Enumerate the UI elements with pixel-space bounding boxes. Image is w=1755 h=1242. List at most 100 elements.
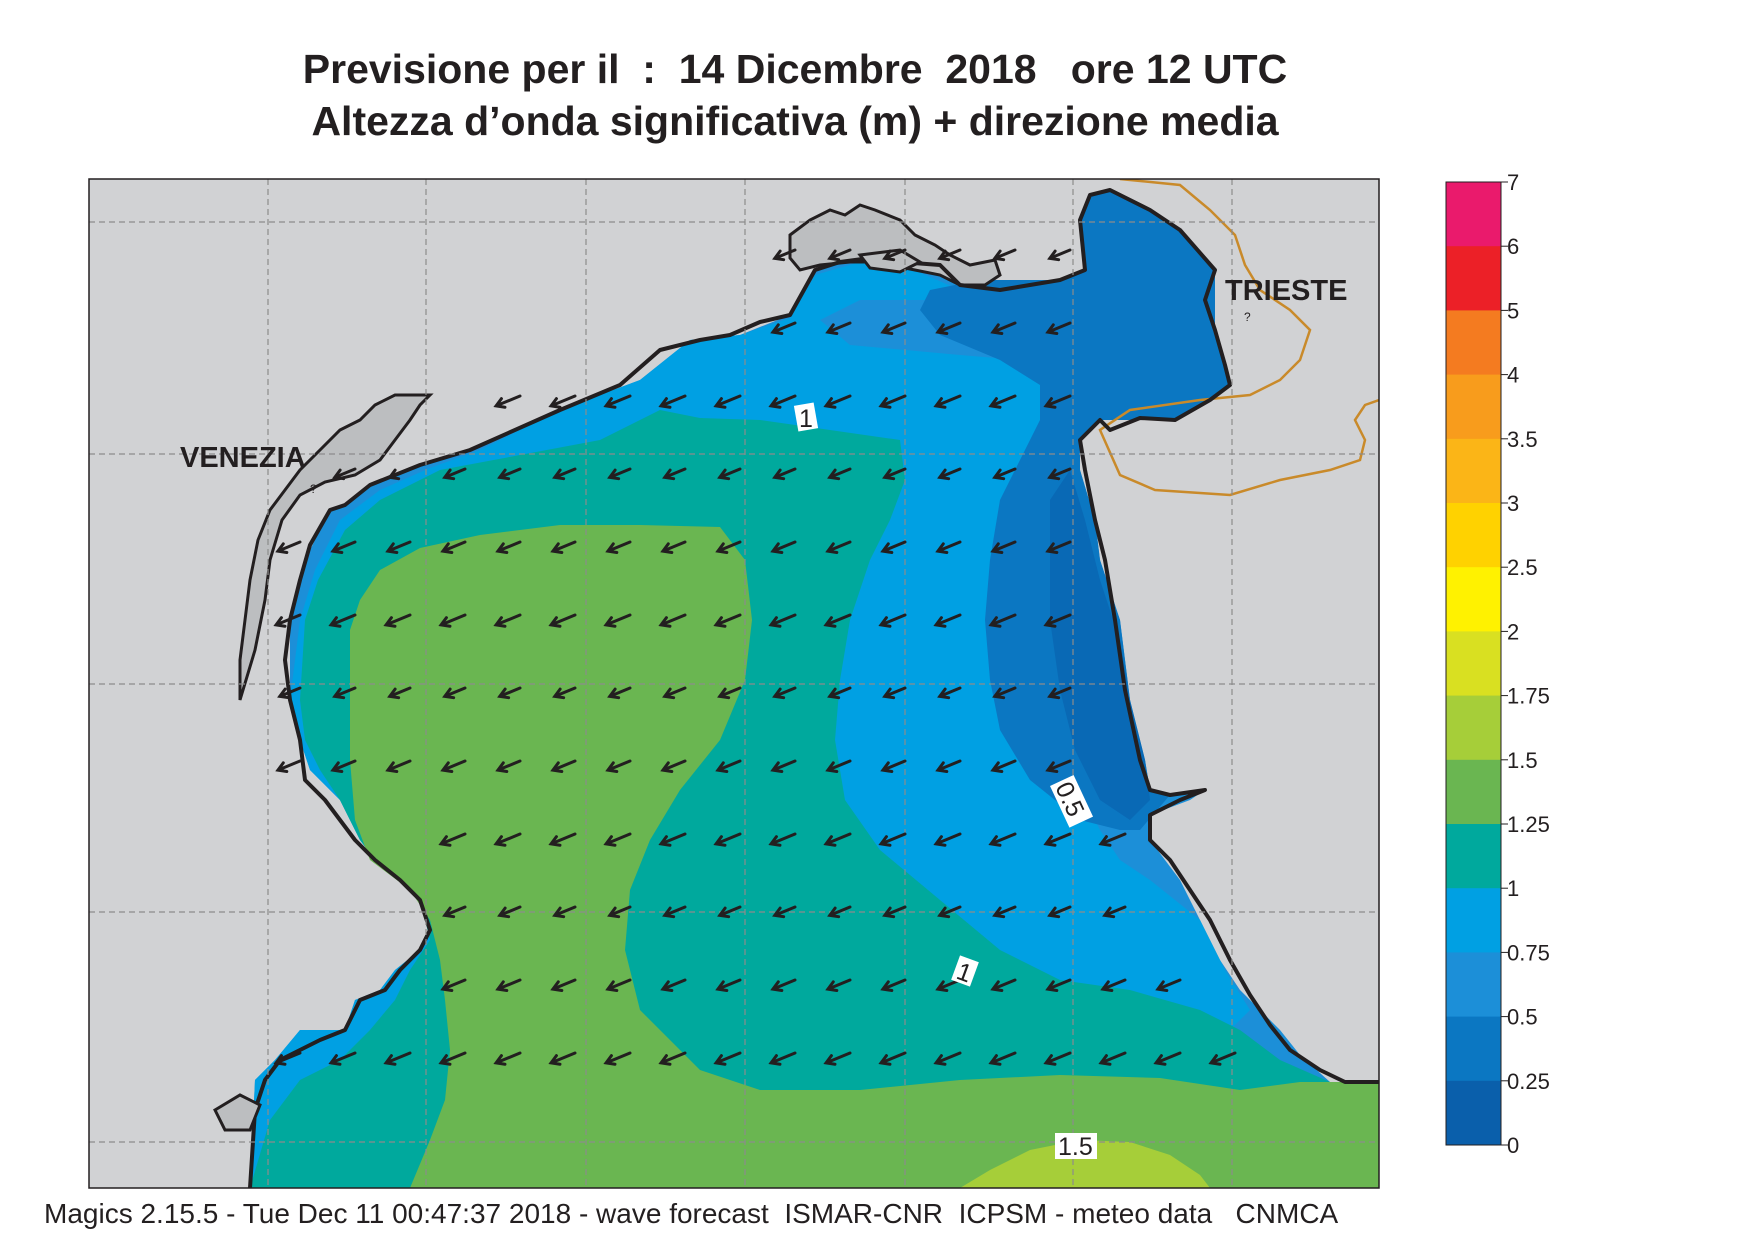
wave-direction-arrow <box>1045 759 1072 773</box>
wave-direction-arrow <box>607 467 632 481</box>
legend-tick-label: 3 <box>1507 491 1519 516</box>
legend-tick-label: 4 <box>1507 363 1519 388</box>
wave-direction-arrow <box>935 321 962 335</box>
wave-direction-arrow <box>1045 540 1072 554</box>
wave-direction-arrow <box>825 540 852 554</box>
wave-direction-arrow <box>275 540 302 554</box>
wave-direction-arrow <box>715 978 742 992</box>
legend-tick-label: 0 <box>1507 1133 1519 1158</box>
legend-swatch <box>1446 695 1501 761</box>
wave-direction-arrow <box>1098 832 1127 847</box>
wave-direction-arrow <box>552 686 577 700</box>
contour-label-1-north: 1 <box>793 402 819 433</box>
contour-label-text: 1.5 <box>1058 1133 1093 1161</box>
wave-direction-arrow <box>882 686 907 700</box>
wave-direction-arrow <box>387 686 412 700</box>
legend-swatch <box>1446 246 1501 311</box>
legend-swatch <box>1446 631 1501 697</box>
wave-direction-arrow <box>823 394 852 409</box>
wave-direction-arrow <box>827 905 852 919</box>
wave-band-1.5-1.75 <box>960 1140 1210 1188</box>
wave-direction-arrow <box>605 978 632 992</box>
wave-direction-arrow <box>603 394 632 409</box>
wave-direction-arrow <box>933 1051 962 1066</box>
wave-direction-arrow <box>438 1051 467 1066</box>
wave-direction-arrow <box>658 1051 687 1066</box>
legend-swatch <box>1446 1016 1501 1082</box>
wave-direction-arrow <box>550 978 577 992</box>
wave-direction-arrow <box>548 1051 577 1066</box>
wave-direction-arrow <box>772 467 797 481</box>
wave-direction-arrow <box>770 321 797 335</box>
map-title-line-1: Previsione per il : 14 Dicembre 2018 ore… <box>302 46 1288 92</box>
wave-direction-arrow <box>552 905 577 919</box>
north-island <box>857 248 924 274</box>
wave-direction-arrow <box>497 905 522 919</box>
wave-direction-arrow <box>1047 905 1072 919</box>
wave-direction-arrow <box>880 978 907 992</box>
wave-direction-arrow <box>823 1051 852 1066</box>
coastline <box>288 188 1379 1084</box>
legend-tick-label: 3.5 <box>1507 427 1538 452</box>
wave-direction-arrow <box>713 394 742 409</box>
wave-direction-arrow <box>988 1051 1017 1066</box>
wave-direction-arrow <box>990 321 1017 335</box>
wave-direction-arrow <box>330 540 357 554</box>
wave-direction-arrow <box>937 686 962 700</box>
wave-direction-arrow <box>552 467 577 481</box>
legend-tick-label: 1.25 <box>1507 812 1550 837</box>
map-area <box>89 179 1379 1188</box>
wave-direction-arrow <box>658 613 687 628</box>
wave-direction-arrow <box>660 540 687 554</box>
wave-direction-arrow <box>548 832 577 847</box>
wave-direction-arrow <box>990 759 1017 773</box>
wave-direction-arrow <box>495 978 522 992</box>
legend-tick-label: 1.5 <box>1507 748 1538 773</box>
wave-direction-arrow <box>328 613 357 628</box>
wave-direction-arrow <box>988 394 1017 409</box>
wave-direction-arrow <box>717 467 742 481</box>
wave-direction-arrow <box>768 1051 797 1066</box>
wave-direction-arrow <box>878 613 907 628</box>
wave-direction-arrow <box>442 686 467 700</box>
wave-direction-arrow <box>772 686 797 700</box>
wave-direction-arrow <box>713 832 742 847</box>
wave-band-1.25-1.5 <box>350 525 1379 1188</box>
wave-direction-arrow <box>493 394 522 409</box>
wave-direction-arrow <box>713 1051 742 1066</box>
wave-direction-arrow <box>988 613 1017 628</box>
wave-direction-arrow <box>1043 832 1072 847</box>
wave-direction-arrow <box>1043 394 1072 409</box>
wave-direction-arrow <box>772 248 797 262</box>
wave-direction-arrow <box>660 978 687 992</box>
legend-swatch <box>1446 824 1501 889</box>
wave-direction-arrow <box>825 759 852 773</box>
wave-direction-arrow <box>935 759 962 773</box>
south-island <box>213 1093 262 1132</box>
wave-direction-arrow <box>823 832 852 847</box>
wave-direction-arrow <box>1045 978 1072 992</box>
wave-direction-arrow <box>1043 613 1072 628</box>
wave-direction-arrow <box>607 905 632 919</box>
legend-tick-label: 5 <box>1507 298 1519 323</box>
wave-direction-arrow <box>332 686 357 700</box>
legend-swatch <box>1446 182 1501 247</box>
wave-direction-arrow <box>330 759 357 773</box>
wave-direction-arrow <box>277 686 302 700</box>
wave-direction-arrow <box>1047 467 1072 481</box>
contour-label-1.5: 1.5 <box>1055 1133 1097 1161</box>
wave-direction-arrow <box>772 905 797 919</box>
wave-direction-arrow <box>878 832 907 847</box>
wave-direction-arrow <box>992 248 1017 262</box>
legend-swatch <box>1446 1080 1501 1146</box>
city-label-venezia: VENEZIA <box>180 442 306 474</box>
wave-direction-arrow <box>823 613 852 628</box>
wave-direction-arrow <box>387 467 412 481</box>
wave-direction-arrow <box>990 978 1017 992</box>
wave-direction-arrow <box>1047 686 1072 700</box>
wave-direction-arrow <box>273 1051 302 1066</box>
wave-direction-arrow <box>440 978 467 992</box>
wave-direction-arrow <box>385 540 412 554</box>
wave-direction-arrow <box>933 394 962 409</box>
legend-swatch <box>1446 438 1501 504</box>
